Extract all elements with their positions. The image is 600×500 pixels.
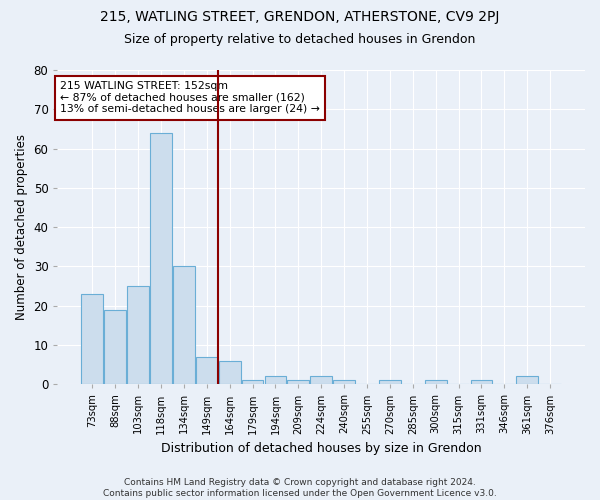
Y-axis label: Number of detached properties: Number of detached properties (15, 134, 28, 320)
Text: Contains HM Land Registry data © Crown copyright and database right 2024.
Contai: Contains HM Land Registry data © Crown c… (103, 478, 497, 498)
Bar (265, 376, 286, 384)
X-axis label: Distribution of detached houses by size in Grendon: Distribution of detached houses by size … (161, 442, 482, 455)
Bar (219, 360, 241, 384)
Bar (287, 380, 309, 384)
Bar (173, 266, 195, 384)
Bar (333, 380, 355, 384)
Bar (82, 294, 103, 384)
Bar (127, 286, 149, 384)
Bar (104, 310, 126, 384)
Bar (470, 380, 493, 384)
Text: 215, WATLING STREET, GRENDON, ATHERSTONE, CV9 2PJ: 215, WATLING STREET, GRENDON, ATHERSTONE… (100, 10, 500, 24)
Bar (150, 133, 172, 384)
Bar (242, 380, 263, 384)
Bar (379, 380, 401, 384)
Text: Size of property relative to detached houses in Grendon: Size of property relative to detached ho… (124, 32, 476, 46)
Bar (425, 380, 446, 384)
Text: 215 WATLING STREET: 152sqm
← 87% of detached houses are smaller (162)
13% of sem: 215 WATLING STREET: 152sqm ← 87% of deta… (60, 81, 320, 114)
Bar (517, 376, 538, 384)
Bar (310, 376, 332, 384)
Bar (196, 357, 218, 384)
